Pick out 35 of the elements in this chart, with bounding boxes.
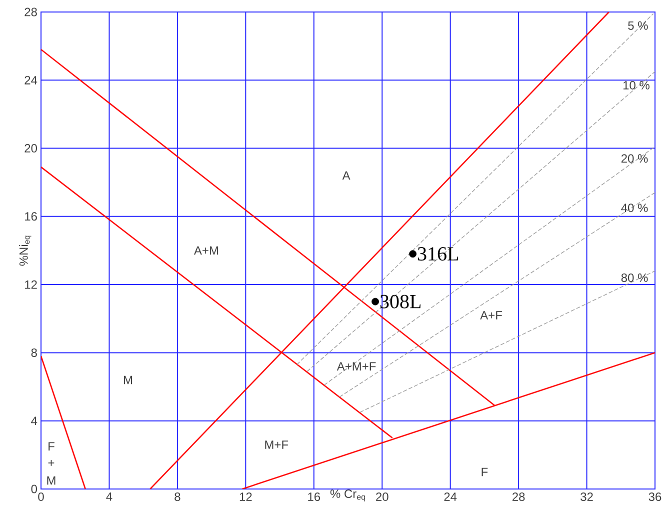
annotation: 40 % (621, 204, 648, 212)
y-tick-label: 4 (31, 416, 38, 425)
annotation: A+M (194, 246, 218, 255)
y-tick-label: 24 (24, 76, 38, 84)
y-tick-label: 0 (31, 484, 38, 494)
annotation: F (482, 468, 488, 476)
annotation: M (124, 376, 132, 384)
annotation: A+M+F (336, 362, 376, 370)
annotation: M (47, 476, 56, 485)
x-tick-label: 32 (580, 492, 593, 502)
y-tick-label: 12 (25, 280, 37, 289)
annotation: F (48, 442, 54, 451)
annotation: + (48, 460, 54, 466)
x-tick-label: 16 (308, 492, 320, 502)
x-tick-label: 36 (648, 492, 662, 502)
annotation: A (342, 171, 350, 180)
y-tick-label: 20 (24, 144, 38, 153)
annotation: 5 % (628, 21, 648, 30)
annotation: 80 % (621, 274, 648, 282)
y-tick-label: 16 (25, 212, 37, 221)
annotation: M+F (265, 440, 288, 449)
x-tick-label: 24 (444, 492, 457, 501)
x-tick-label: 12 (240, 492, 252, 501)
x-tick-label: 8 (174, 492, 180, 502)
annotation: 10 % (623, 81, 650, 90)
y-axis-title: %Ni$_{eq}$ (19, 236, 32, 266)
x-tick-label: 4 (106, 492, 112, 501)
annotation: 20 % (621, 154, 648, 163)
y-tick-label: 28 (24, 8, 37, 16)
x-tick-label: 20 (376, 492, 388, 502)
y-tick-label: 8 (31, 348, 37, 357)
annotation: A+F (480, 311, 502, 320)
x-axis-title: % Cr$_{eq}$ (330, 490, 366, 502)
x-tick-label: 28 (512, 492, 525, 502)
x-tick-label: 0 (38, 492, 44, 502)
